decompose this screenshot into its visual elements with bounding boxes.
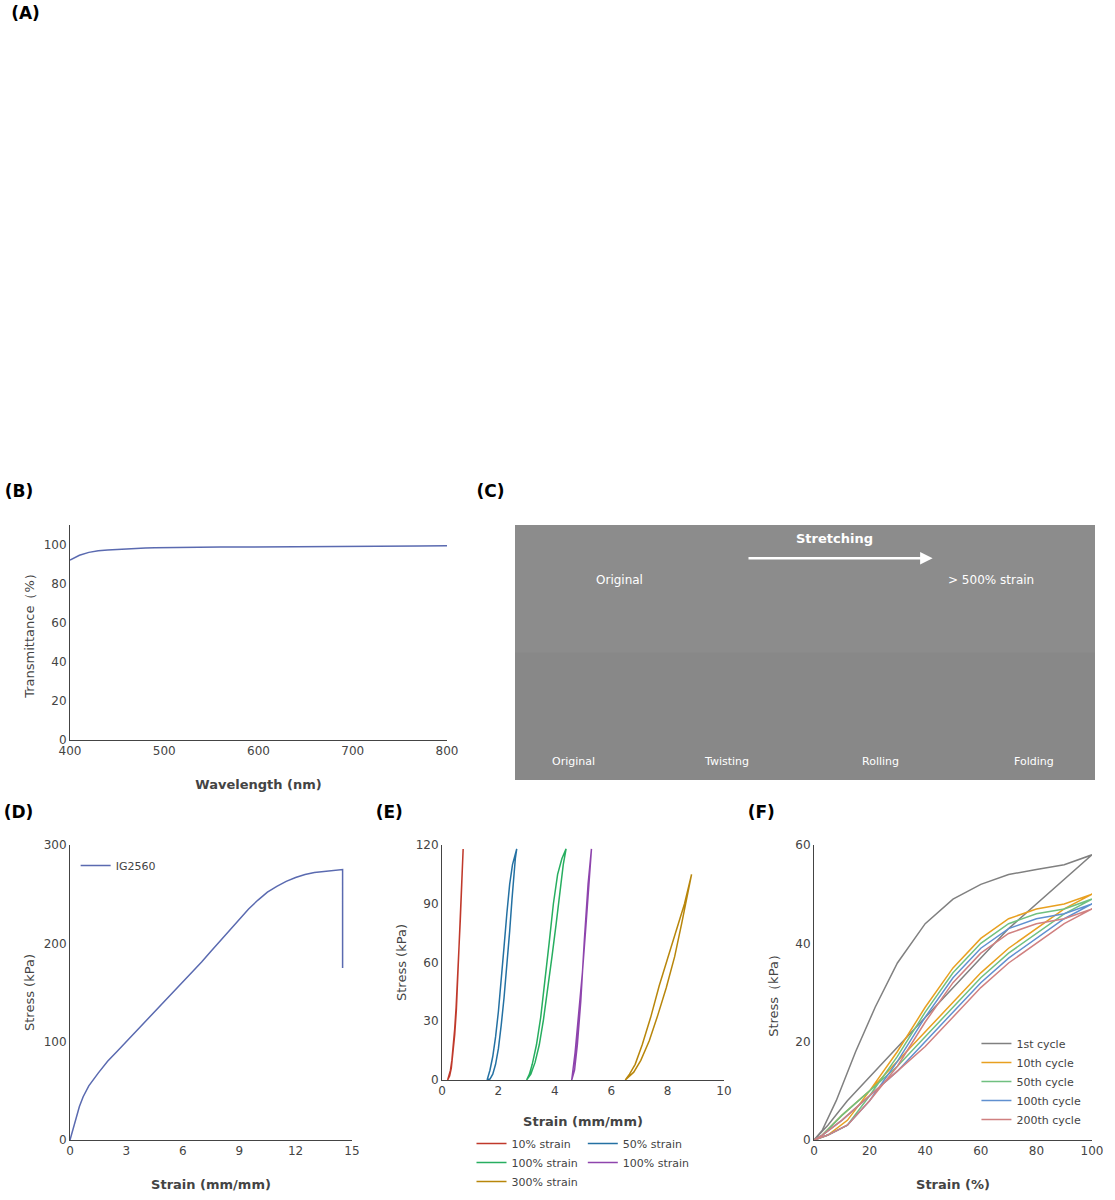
svg-text:Strain (mm/mm): Strain (mm/mm) bbox=[151, 1177, 271, 1192]
svg-text:80: 80 bbox=[1029, 1144, 1044, 1158]
svg-text:60: 60 bbox=[973, 1144, 988, 1158]
svg-text:800: 800 bbox=[436, 744, 459, 758]
svg-text:Stress (kPa): Stress (kPa) bbox=[22, 954, 37, 1031]
svg-text:Stretching: Stretching bbox=[796, 531, 873, 546]
svg-text:60: 60 bbox=[795, 838, 810, 852]
svg-text:6: 6 bbox=[179, 1144, 187, 1158]
svg-text:10: 10 bbox=[716, 1084, 731, 1098]
svg-text:(F): (F) bbox=[748, 802, 775, 822]
svg-text:9: 9 bbox=[235, 1144, 243, 1158]
svg-text:100th cycle: 100th cycle bbox=[1016, 1095, 1080, 1108]
svg-text:700: 700 bbox=[341, 744, 364, 758]
svg-text:10% strain: 10% strain bbox=[512, 1138, 571, 1151]
svg-text:1st cycle: 1st cycle bbox=[1016, 1038, 1065, 1051]
svg-text:100% strain: 100% strain bbox=[512, 1157, 578, 1170]
svg-text:60: 60 bbox=[51, 616, 66, 630]
svg-text:20: 20 bbox=[51, 694, 66, 708]
svg-text:400: 400 bbox=[59, 744, 82, 758]
svg-text:8: 8 bbox=[664, 1084, 672, 1098]
svg-text:300% strain: 300% strain bbox=[512, 1176, 578, 1189]
svg-text:> 500% strain: > 500% strain bbox=[948, 573, 1034, 587]
svg-text:40: 40 bbox=[795, 937, 810, 951]
svg-text:100% strain: 100% strain bbox=[623, 1157, 689, 1170]
svg-text:(D): (D) bbox=[4, 802, 34, 822]
svg-text:600: 600 bbox=[247, 744, 270, 758]
svg-text:100: 100 bbox=[1081, 1144, 1104, 1158]
svg-text:(B): (B) bbox=[5, 481, 34, 501]
svg-text:200th cycle: 200th cycle bbox=[1016, 1114, 1080, 1127]
svg-text:Transmittance（%）: Transmittance（%） bbox=[22, 567, 37, 699]
svg-text:90: 90 bbox=[423, 897, 438, 911]
svg-text:Twisting: Twisting bbox=[704, 755, 749, 768]
svg-text:2: 2 bbox=[495, 1084, 503, 1098]
svg-text:Strain (mm/mm): Strain (mm/mm) bbox=[523, 1114, 643, 1129]
svg-text:50% strain: 50% strain bbox=[623, 1138, 682, 1151]
svg-text:(C): (C) bbox=[476, 481, 504, 501]
svg-text:60: 60 bbox=[423, 956, 438, 970]
svg-text:0: 0 bbox=[810, 1144, 818, 1158]
svg-text:Folding: Folding bbox=[1014, 755, 1054, 768]
svg-text:0: 0 bbox=[66, 1144, 74, 1158]
svg-text:Original: Original bbox=[552, 755, 595, 768]
svg-text:Wavelength (nm): Wavelength (nm) bbox=[195, 777, 321, 792]
svg-text:Strain (%): Strain (%) bbox=[916, 1177, 990, 1192]
svg-text:4: 4 bbox=[551, 1084, 559, 1098]
svg-text:40: 40 bbox=[918, 1144, 933, 1158]
svg-text:12: 12 bbox=[288, 1144, 303, 1158]
svg-text:40: 40 bbox=[51, 655, 66, 669]
svg-text:30: 30 bbox=[423, 1014, 438, 1028]
svg-text:100: 100 bbox=[44, 538, 67, 552]
svg-text:20: 20 bbox=[862, 1144, 877, 1158]
svg-text:3: 3 bbox=[123, 1144, 131, 1158]
svg-text:500: 500 bbox=[153, 744, 176, 758]
svg-text:(E): (E) bbox=[376, 802, 403, 822]
svg-text:IG2560: IG2560 bbox=[116, 860, 156, 873]
svg-text:Stress (kPa): Stress (kPa) bbox=[394, 924, 409, 1001]
svg-text:10th cycle: 10th cycle bbox=[1016, 1057, 1073, 1070]
svg-text:Stress（kPa）: Stress（kPa） bbox=[766, 948, 781, 1037]
svg-text:15: 15 bbox=[344, 1144, 359, 1158]
svg-text:(A): (A) bbox=[11, 3, 40, 23]
svg-text:80: 80 bbox=[51, 577, 66, 591]
svg-text:0: 0 bbox=[59, 1133, 67, 1147]
svg-text:20: 20 bbox=[795, 1035, 810, 1049]
svg-text:50th cycle: 50th cycle bbox=[1016, 1076, 1073, 1089]
svg-text:0: 0 bbox=[431, 1073, 439, 1087]
svg-text:0: 0 bbox=[438, 1084, 446, 1098]
svg-text:6: 6 bbox=[607, 1084, 615, 1098]
svg-text:0: 0 bbox=[59, 733, 67, 747]
svg-text:120: 120 bbox=[416, 838, 439, 852]
svg-text:200: 200 bbox=[44, 937, 67, 951]
svg-text:0: 0 bbox=[803, 1133, 811, 1147]
svg-text:Original: Original bbox=[596, 573, 643, 587]
svg-text:300: 300 bbox=[44, 838, 67, 852]
svg-text:Rolling: Rolling bbox=[862, 755, 899, 768]
svg-text:100: 100 bbox=[44, 1035, 67, 1049]
